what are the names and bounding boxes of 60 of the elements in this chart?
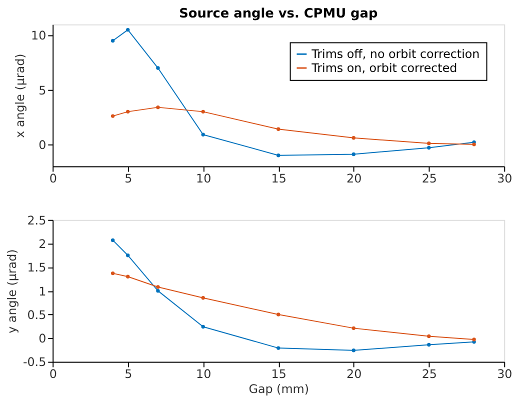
point [156, 288, 160, 293]
x-tick-label: 25 [422, 367, 437, 382]
x-tick-label: 30 [497, 367, 512, 382]
point [126, 253, 130, 258]
x-tick-label: 20 [346, 367, 362, 382]
x-tick-label: 30 [497, 172, 512, 186]
y-tick-label: -0.5 [22, 355, 46, 370]
chart-title: Source angle vs. CPMU gap [179, 6, 378, 22]
x-tick-label: 5 [124, 367, 132, 382]
point [126, 110, 130, 114]
legend-label: Trims on, orbit corrected [310, 60, 458, 75]
x-tick-label: 25 [422, 172, 437, 186]
point [276, 127, 280, 132]
point [110, 38, 115, 43]
point [352, 136, 356, 140]
y-tick-label: 2 [38, 236, 46, 251]
point [276, 346, 280, 350]
point [276, 153, 280, 158]
point [126, 274, 130, 278]
point [110, 238, 115, 242]
y-tick-label: 0 [38, 332, 46, 346]
point [427, 141, 431, 146]
point [427, 146, 431, 150]
point [276, 312, 280, 316]
point [201, 110, 205, 114]
legend-label: Trims off, no orbit correction [310, 47, 480, 62]
y-tick-label: 5 [38, 83, 46, 98]
y-tick-label: 0 [38, 138, 46, 152]
point [201, 296, 205, 300]
point [352, 326, 356, 330]
point [156, 105, 160, 110]
point [110, 271, 115, 276]
point [472, 338, 476, 342]
point [352, 348, 356, 352]
point [427, 342, 431, 347]
point [126, 28, 130, 32]
y-tick-label: 10 [31, 28, 46, 43]
x-tick-label: 15 [271, 172, 286, 186]
y-tick-label: 1 [38, 284, 46, 298]
y-axis-title: x angle (μrad) [13, 54, 28, 138]
point [352, 152, 356, 156]
x-tick-label: 10 [196, 367, 212, 382]
point [201, 132, 205, 136]
y-tick-label: 2.5 [27, 213, 46, 228]
x-tick-label: 5 [124, 172, 132, 186]
point [427, 334, 431, 338]
x-tick-label: 0 [49, 367, 57, 382]
y-axis-title: y angle (μrad) [4, 249, 19, 334]
point [201, 324, 205, 329]
y-tick-label: 0.5 [27, 308, 46, 322]
x-tick-label: 20 [346, 172, 362, 186]
x-tick-label: 15 [271, 367, 286, 382]
y-tick-label: 1.5 [27, 260, 46, 275]
point [156, 285, 160, 289]
point [156, 66, 160, 70]
x-axis-title: Gap (mm) [248, 382, 310, 396]
point [472, 142, 476, 146]
x-tick-label: 10 [196, 172, 212, 186]
x-tick-label: 0 [49, 172, 57, 186]
point [110, 114, 115, 118]
